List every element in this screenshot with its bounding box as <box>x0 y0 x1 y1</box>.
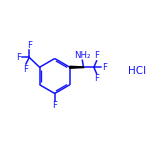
Text: F: F <box>16 53 21 62</box>
Text: F: F <box>94 74 99 83</box>
Text: NH₂: NH₂ <box>74 50 91 59</box>
Text: F: F <box>94 51 99 60</box>
Text: F: F <box>23 65 28 74</box>
Text: F: F <box>52 101 57 110</box>
Text: F: F <box>27 41 32 50</box>
Text: F: F <box>102 63 107 72</box>
Text: HCl: HCl <box>128 66 146 76</box>
Polygon shape <box>70 66 84 68</box>
